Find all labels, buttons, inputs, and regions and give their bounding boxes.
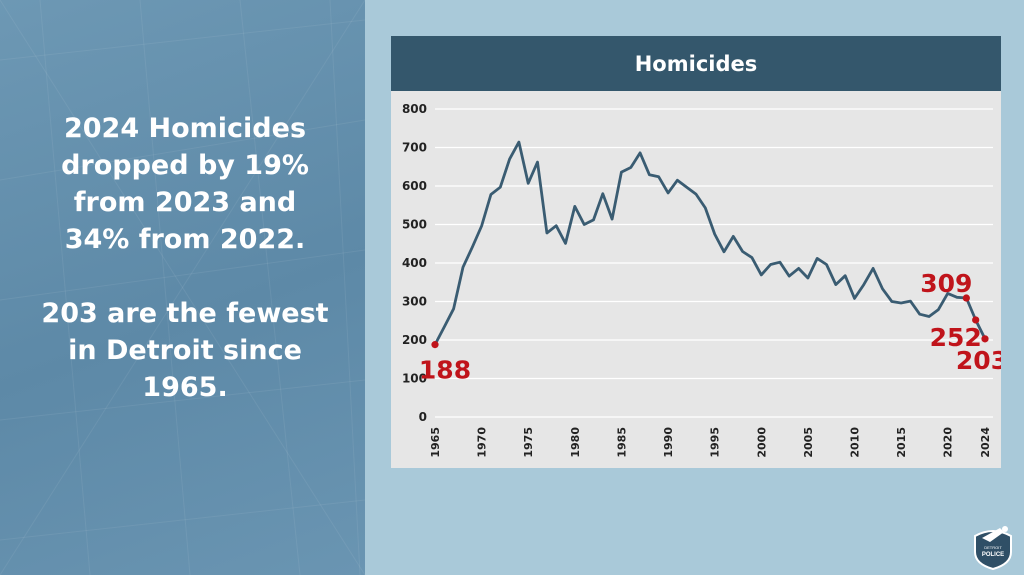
y-tick-label: 300 xyxy=(402,295,427,309)
y-tick-label: 800 xyxy=(402,102,427,116)
y-tick-label: 500 xyxy=(402,218,427,232)
highlight-point xyxy=(972,316,980,324)
x-tick-label: 1995 xyxy=(709,427,722,458)
statement-line: 34% from 2022. xyxy=(64,224,306,255)
y-tick-label: 100 xyxy=(402,372,427,386)
x-tick-label: 1990 xyxy=(662,427,675,458)
y-tick-label: 400 xyxy=(402,256,427,270)
x-tick-label: 1980 xyxy=(569,427,582,458)
x-tick-label: 2010 xyxy=(848,427,861,458)
statement-line: 2024 Homicides xyxy=(63,113,307,144)
statement-line: 1965. xyxy=(142,372,228,403)
statement-line: 203 are the fewest xyxy=(41,298,329,329)
x-tick-label: 2020 xyxy=(942,427,955,458)
highlight-point xyxy=(981,335,989,343)
x-tick-label: 2000 xyxy=(755,427,768,458)
data-label: 188 xyxy=(419,356,471,385)
left-panel: 2024 Homicides dropped by 19% from 2023 … xyxy=(0,0,365,575)
statement-line: from 2023 and xyxy=(73,187,297,218)
statement-line: in Detroit since xyxy=(68,335,302,366)
homicides-series-line xyxy=(433,140,987,347)
highlight-point xyxy=(431,341,439,349)
logo-text-top: DETROIT xyxy=(984,545,1002,550)
x-tick-label: 2024 xyxy=(979,427,992,458)
chart-title: Homicides xyxy=(391,36,1001,91)
x-tick-label: 1970 xyxy=(476,427,489,458)
chart-card: Homicides 0 100 200 300 400 500 600 700 800 1965 1… xyxy=(391,36,1001,468)
data-label: 203 xyxy=(956,346,1001,375)
background-map-texture xyxy=(0,0,365,575)
statement-line: dropped by 19% xyxy=(61,150,309,181)
y-tick-label: 0 xyxy=(419,410,427,424)
x-tick-label: 1985 xyxy=(615,427,628,458)
x-tick-label: 1975 xyxy=(522,427,535,458)
y-tick-label: 700 xyxy=(402,141,427,155)
y-tick-label: 200 xyxy=(402,333,427,347)
x-tick-label: 2005 xyxy=(802,427,815,458)
x-tick-label: 1965 xyxy=(429,427,442,458)
y-tick-label: 600 xyxy=(402,179,427,193)
data-label: 309 xyxy=(920,269,972,298)
homicides-line-chart: 0 100 200 300 400 500 600 700 800 1965 1970 1975 198… xyxy=(402,102,1001,458)
highlight-point xyxy=(962,294,970,302)
data-label: 252 xyxy=(930,323,982,352)
summary-statement: 2024 Homicides dropped by 19% from 2023 … xyxy=(20,110,350,406)
x-tick-label: 2015 xyxy=(895,427,908,458)
detroit-police-badge-icon: DETROIT POLICE xyxy=(974,526,1012,570)
logo-text-main: POLICE xyxy=(982,552,1004,558)
